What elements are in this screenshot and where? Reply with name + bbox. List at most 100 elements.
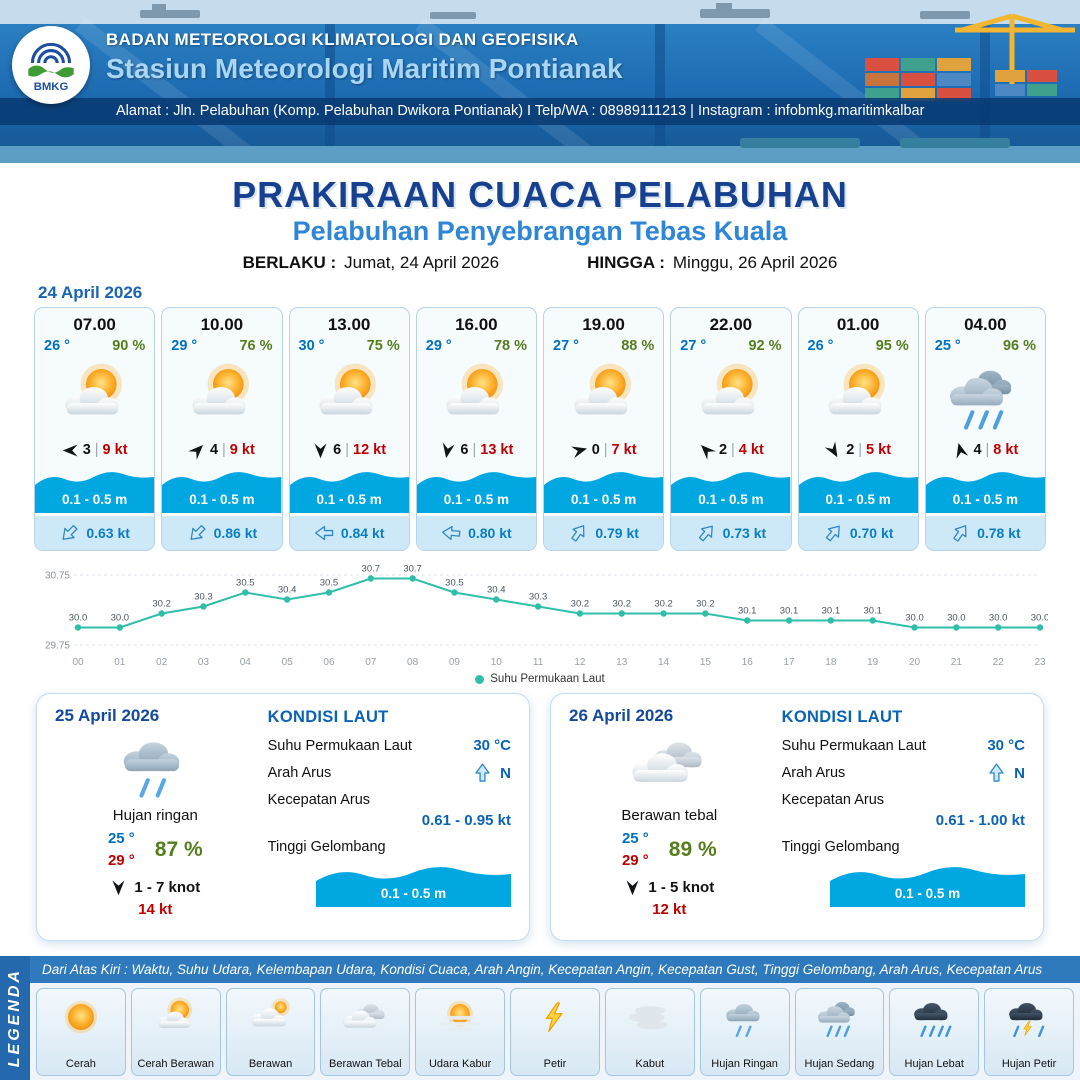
cerah-berawan-icon	[417, 354, 536, 438]
wave-height-label: Tinggi Gelombang	[267, 839, 386, 855]
wave-height: 0.1 - 0.5 m	[380, 886, 447, 901]
chart-legend: Suhu Permukaan Laut	[32, 673, 1048, 685]
udara-kabur-icon	[433, 995, 487, 1044]
humidity: 75 %	[366, 338, 400, 354]
svg-text:30.2: 30.2	[696, 599, 715, 610]
kabut-icon	[623, 995, 677, 1044]
wave-height-band: 0.1 - 0.5 m	[798, 467, 918, 513]
temp-humidity-row: 27 ° 92 %	[671, 335, 790, 354]
wave-height-band: 0.1 - 0.5 m	[925, 467, 1045, 513]
current-direction-row: Arah Arus N	[268, 763, 511, 782]
cerah-berawan-icon	[35, 354, 154, 438]
humidity: 76 %	[239, 338, 273, 354]
current-speed-label: Kecepatan Arus	[267, 792, 371, 808]
wave-graphic	[162, 472, 282, 513]
current-speed-row: Kecepatan Arus	[782, 792, 1025, 808]
current-speed: 0.84 kt	[340, 525, 385, 541]
wind-speed: 4	[973, 442, 982, 458]
current-direction-arrow	[56, 519, 84, 547]
forecast-time: 19.00	[582, 315, 625, 334]
svg-text:30.0: 30.0	[111, 613, 129, 624]
cerah-berawan-icon	[671, 354, 790, 438]
svg-text:14: 14	[658, 657, 670, 668]
wave-graphic	[830, 867, 1025, 907]
humidity: 95 %	[875, 338, 909, 354]
berawan-tebal-icon	[338, 995, 392, 1044]
gust-speed: 12 kt	[353, 442, 387, 458]
svg-text:30.2: 30.2	[612, 599, 631, 610]
wave-height: 0.1 - 0.5 m	[698, 492, 764, 507]
legend-footer: LEGENDA Dari Atas Kiri : Waktu, Suhu Uda…	[0, 956, 1080, 1080]
agency-name: BADAN METEOROLOGI KLIMATOLOGI DAN GEOFIS…	[106, 30, 579, 49]
temp-humidity-row: 27 ° 88 %	[544, 335, 663, 354]
hujan-ringan-icon	[718, 995, 772, 1044]
wave-graphic	[416, 472, 536, 513]
forecast-time: 16.00	[455, 315, 498, 334]
wind-speed: 0	[591, 442, 600, 458]
legend-item: Hujan Sedang	[794, 988, 885, 1076]
gust-speed: 9 kt	[102, 442, 128, 458]
svg-text:30.5: 30.5	[236, 578, 255, 589]
svg-text:08: 08	[407, 657, 419, 668]
wave-graphic	[35, 472, 155, 513]
legend-item: Hujan Petir	[984, 988, 1074, 1076]
current-row: 0.70 kt	[798, 513, 918, 550]
header-text: BADAN METEOROLOGI KLIMATOLOGI DAN GEOFIS…	[106, 30, 623, 85]
wave-graphic	[544, 472, 664, 513]
sea-conditions-heading: KONDISI LAUT	[781, 708, 903, 726]
humidity: 90 %	[112, 338, 146, 354]
svg-text:30.3: 30.3	[194, 592, 213, 603]
cerah-berawan-icon	[290, 354, 409, 438]
wave-height-band: 0.1 - 0.5 m	[162, 467, 282, 513]
svg-text:30.0: 30.0	[989, 613, 1008, 624]
wind-range: 1 - 7 knot	[134, 879, 201, 896]
legend-item: Udara Kabur	[415, 988, 506, 1076]
wind-direction-arrow	[822, 438, 845, 461]
hujan-petir-icon	[1002, 995, 1056, 1044]
divider: |	[731, 442, 735, 458]
svg-text:30.7: 30.7	[403, 564, 422, 575]
current-direction: N	[1014, 764, 1025, 782]
legend-item: Hujan Ringan	[699, 988, 790, 1076]
wave-graphic	[671, 472, 791, 513]
wave-height: 0.1 - 0.5 m	[189, 492, 255, 507]
wave-graphic	[289, 472, 409, 513]
wind-direction-arrow	[951, 440, 972, 461]
current-speed-label: Kecepatan Arus	[781, 792, 885, 808]
cerah-berawan-icon	[162, 354, 281, 438]
wave-height: 0.1 - 0.5 m	[894, 886, 961, 901]
divider: |	[345, 442, 350, 458]
sst-label: Suhu Permukaan Laut	[781, 737, 926, 754]
wind-direction-arrow	[569, 440, 590, 461]
svg-text:29.75: 29.75	[45, 641, 70, 652]
svg-text:15: 15	[700, 657, 712, 668]
legend-description: Dari Atas Kiri : Waktu, Suhu Udara, Kele…	[30, 956, 1080, 983]
wind-speed: 6	[460, 442, 469, 458]
sst-legend-label: Suhu Permukaan Laut	[490, 673, 605, 685]
svg-text:13: 13	[616, 657, 628, 668]
wave-height-row: Tinggi Gelombang	[268, 839, 511, 855]
svg-text:30.2: 30.2	[654, 599, 673, 610]
sea-conditions-heading: KONDISI LAUT	[267, 708, 389, 726]
wind-direction-arrow	[694, 438, 718, 462]
current-direction-arrow	[314, 524, 335, 542]
summary-weather-pane: 25 April 2026 Hujan ringan 25 ° 29 ° 87 …	[55, 706, 256, 928]
svg-text:23: 23	[1034, 657, 1046, 668]
air-temperature: 25 °	[934, 338, 961, 354]
gust-speed: 9 kt	[229, 442, 255, 458]
humidity: 78 %	[493, 338, 527, 354]
bmkg-logo-text: BMKG	[34, 81, 69, 93]
wind-direction-arrow	[62, 442, 79, 459]
temp-humidity-row: 30 ° 75 %	[290, 335, 409, 354]
legend-item-label: Berawan Tebal	[329, 1058, 402, 1070]
cerah-berawan-icon	[799, 354, 918, 438]
current-speed: 0.61 - 0.95 kt	[421, 812, 511, 829]
legend-title-strip: LEGENDA	[0, 956, 30, 1080]
temp-min: 25 °	[621, 830, 649, 847]
svg-text:30.0: 30.0	[905, 613, 924, 624]
divider: |	[985, 442, 990, 458]
forecast-time: 13.00	[327, 315, 371, 334]
daily-summary-card: 25 April 2026 Hujan ringan 25 ° 29 ° 87 …	[36, 693, 530, 941]
svg-text:30.0: 30.0	[947, 613, 966, 624]
daily-summary-card: 26 April 2026 Berawan tebal 25 ° 29 ° 89…	[550, 693, 1044, 941]
